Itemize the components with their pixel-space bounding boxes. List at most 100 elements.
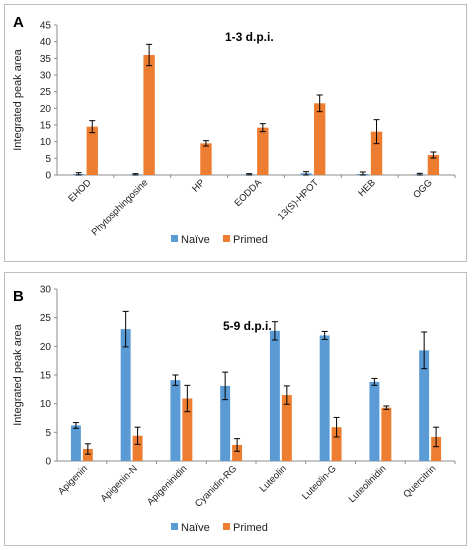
chart-b-error-bar xyxy=(84,443,91,455)
chart-a-error-bar xyxy=(75,172,82,176)
chart-b-bar-naive xyxy=(269,330,280,461)
chart-b-error-bar xyxy=(433,426,440,448)
chart-b-y-tick-label: 5 xyxy=(45,428,51,439)
chart-b-panel-letter: B xyxy=(13,288,24,305)
chart-b-bar-primed xyxy=(82,448,93,461)
chart-b-bar-naive xyxy=(220,385,231,461)
chart-b-error-bar xyxy=(333,416,340,438)
chart-a-y-tick-label: 20 xyxy=(40,104,52,115)
chart-a-y-tick-label: 15 xyxy=(40,121,52,132)
chart-b-bar-primed xyxy=(431,436,442,461)
chart-b-error-bar xyxy=(234,438,241,452)
chart-b-legend-label: Primed xyxy=(233,522,268,534)
chart-b-bar-naive xyxy=(70,425,81,461)
chart-b-error-bar xyxy=(72,422,79,429)
chart-a-y-tick-label: 25 xyxy=(40,87,52,98)
chart-a-y-tick-label: 10 xyxy=(40,137,52,148)
chart-b-error-bar xyxy=(134,426,141,445)
chart-b-y-tick-label: 20 xyxy=(40,342,52,353)
chart-a-category-label: Phytosphingosine xyxy=(90,177,151,238)
chart-a-ylabel: Integrated peak area xyxy=(12,48,24,150)
chart-a-error-bar xyxy=(146,43,153,67)
chart-a-error-bar xyxy=(373,119,380,145)
chart-b-legend-label: Naïve xyxy=(181,522,210,534)
chart-b-bar-naive xyxy=(369,381,380,461)
panel-a: A 1-3 d.p.i. Integrated peak area 0 5 10 15 20 2… xyxy=(4,4,467,262)
chart-b-category-label: Cyanidin-RG xyxy=(193,463,239,509)
chart-b-category-label: Luteolin-G xyxy=(300,463,339,502)
chart-a-y-tick-label: 5 xyxy=(45,154,51,165)
chart-a-error-bar xyxy=(316,94,323,113)
chart-b-legend-item-primed: Primed xyxy=(223,522,268,534)
chart-a-bar-primed xyxy=(143,55,155,175)
chart-b-bar-primed xyxy=(381,407,392,461)
chart-b-ylabel: Integrated peak area xyxy=(12,323,24,425)
chart-a-category-label: 13(S)-HPOT xyxy=(276,177,321,222)
chart-a-error-bar xyxy=(246,173,253,176)
chart-b-y-tick-label: 0 xyxy=(45,457,51,468)
chart-b-category-label: Apigeninidin xyxy=(145,463,189,507)
chart-a-bar-primed xyxy=(370,131,383,175)
chart-b-error-bar xyxy=(122,310,129,348)
chart-b-legend-swatch xyxy=(171,523,178,530)
chart-b-error-bar xyxy=(321,330,328,340)
chart-a-category-label: OGG xyxy=(411,177,434,200)
chart-b-bar-naive xyxy=(319,335,330,461)
chart-a-y-tick-label: 45 xyxy=(40,21,52,32)
chart-b-title: 5-9 d.p.i. xyxy=(223,319,272,333)
chart-a-bar-primed xyxy=(200,143,212,175)
chart-b-error-bar xyxy=(184,384,191,413)
chart-a-error-bar xyxy=(430,151,437,159)
chart-a-error-bar xyxy=(202,140,209,147)
chart-a-bar-primed xyxy=(257,127,269,175)
chart-a-error-bar xyxy=(416,172,423,176)
chart-b-error-bar xyxy=(371,377,378,386)
chart-a-y-tick-label: 0 xyxy=(45,171,51,182)
chart-b-bar-primed xyxy=(232,444,243,461)
chart-a-category-label: EHOD xyxy=(66,177,93,204)
chart-b-y-tick-label: 10 xyxy=(40,399,52,410)
chart-b-bar-primed xyxy=(281,395,292,461)
chart-a-title: 1-3 d.p.i. xyxy=(225,30,274,44)
chart-b-error-bar xyxy=(383,405,390,410)
chart-a-bar-primed xyxy=(313,103,326,175)
chart-a-error-bar xyxy=(89,120,96,134)
chart-b-y-tick-label: 25 xyxy=(40,313,52,324)
chart-b-bar-naive xyxy=(419,350,430,461)
chart-a-y-tick-label: 35 xyxy=(40,54,52,65)
chart-a-legend-item-primed: Primed xyxy=(223,234,268,246)
chart-a-y-tick-label: 40 xyxy=(40,37,52,48)
chart-a: A 1-3 d.p.i. Integrated peak area 0 5 10 15 20 2… xyxy=(12,14,456,246)
chart-a-error-bar xyxy=(359,171,366,176)
chart-b-bar-primed xyxy=(331,427,342,461)
chart-b-bar-naive xyxy=(170,380,181,461)
chart-a-y-tick-label: 30 xyxy=(40,71,52,82)
chart-b-error-bar xyxy=(283,385,290,405)
chart-b-bar-naive xyxy=(120,329,131,461)
chart-b-bar-primed xyxy=(182,398,193,461)
chart-a-error-bar xyxy=(132,173,139,176)
chart-a-legend-label: Primed xyxy=(233,234,268,246)
chart-a-legend-label: Naïve xyxy=(181,234,210,246)
chart-b-y-tick-label: 30 xyxy=(40,285,52,296)
chart-b-legend-swatch xyxy=(223,523,230,530)
chart-a-error-bar xyxy=(259,123,266,133)
chart-a-category-label: HEB xyxy=(356,177,378,199)
chart-b-category-label: Luteolinidin xyxy=(347,463,389,505)
chart-b-bar-primed xyxy=(132,435,143,461)
chart-a-panel-letter: A xyxy=(13,14,24,31)
panel-b: B 5-9 d.p.i. Integrated peak area 0 5 10 15 20 2… xyxy=(4,272,467,546)
chart-a-bar-primed xyxy=(427,155,440,175)
chart-b-category-label: Quercitrin xyxy=(401,463,438,500)
chart-b: B 5-9 d.p.i. Integrated peak area 0 5 10 15 20 2… xyxy=(12,285,456,534)
chart-a-category-label: EODDA xyxy=(232,177,264,209)
chart-a-legend-swatch xyxy=(223,235,230,242)
chart-b-legend-item-naive: Naïve xyxy=(171,522,210,534)
chart-b-y-tick-label: 15 xyxy=(40,371,52,382)
chart-a-category-label: HP xyxy=(190,177,207,194)
chart-b-category-label: Apigenin xyxy=(56,463,90,497)
chart-b-error-bar xyxy=(172,374,179,386)
chart-b-category-label: Apigenin-N xyxy=(99,463,140,504)
chart-a-legend-item-naive: Naïve xyxy=(171,234,210,246)
chart-a-legend-swatch xyxy=(171,235,178,242)
